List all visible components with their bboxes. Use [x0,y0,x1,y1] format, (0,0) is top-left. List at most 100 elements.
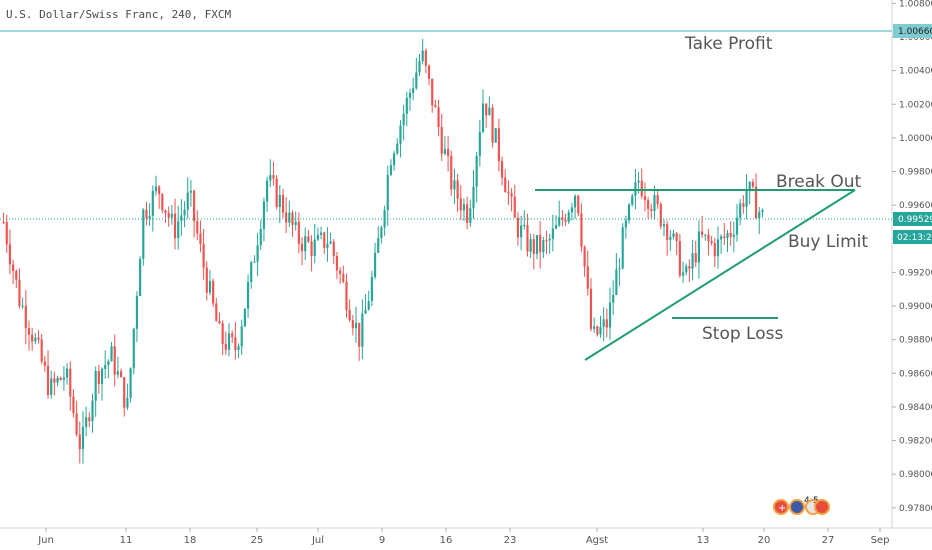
candle-body [310,241,313,256]
candle-body [386,174,389,211]
candle-body [161,194,164,211]
candle-body [323,232,326,249]
candle-body [259,228,262,246]
candle-body [18,279,21,306]
candle-body [529,239,532,252]
candle-body [424,50,427,66]
candle-body [456,180,459,199]
candle-body [481,103,485,132]
candle-body [135,296,139,329]
candle-body [78,434,81,450]
candle-body [685,266,688,273]
candle-body [485,103,488,116]
candle-body [224,343,227,350]
candle-body [726,232,729,238]
candle-body [40,339,43,362]
x-tick-label: 13 [697,535,710,546]
candle-body [218,321,221,324]
candle-body [291,212,294,225]
candle-body [656,195,659,204]
candle-body [180,215,183,222]
candle-body [256,245,259,262]
candle-body [405,97,408,114]
candle-body [669,236,672,240]
candle-body [288,212,291,223]
candle-body [612,295,615,303]
candle-body [342,273,345,282]
candle-body [751,181,754,187]
candle-body [373,252,377,277]
candle-body [621,227,624,269]
candle-body [488,107,491,116]
candle-body [523,225,526,227]
trendline-support[interactable] [584,189,856,361]
candle-body [66,368,69,378]
candle-body [37,337,40,340]
candle-body [100,368,104,385]
candle-body [516,217,520,238]
candle-body [351,320,354,329]
candle-body [469,208,472,223]
y-tick-label: 0.97800 [899,504,932,514]
candle-body [412,88,415,93]
buy-limit-label: Buy Limit [788,232,868,252]
candle-body [227,333,231,350]
candle-body [545,240,548,242]
candle-body [139,258,142,297]
candle-body [748,181,751,191]
candle-body [208,281,212,293]
candle-body [580,213,583,247]
candle-body [320,232,323,235]
candle-body [593,326,596,329]
candle-body [81,426,85,450]
candle-body [491,107,494,143]
candle-body [421,50,424,62]
candle-body [113,346,116,375]
candle-body [605,319,608,328]
stop-loss-label: Stop Loss [702,324,783,344]
swiss-flag-icon[interactable] [773,499,789,515]
candle-body [720,236,723,240]
candle-body [650,208,653,211]
candle-body [243,308,246,327]
candle-body [675,233,678,242]
candle-body [418,61,421,73]
event-flags[interactable]: + 4 5 [773,496,830,515]
candle-body [443,149,446,154]
candle-body [589,288,593,329]
candle-body [434,105,437,108]
take-profit-label: Take Profit [684,34,773,54]
candle-body [199,233,202,244]
candle-body [43,361,46,366]
candle-body [586,266,589,289]
swiss-flag-icon-2[interactable] [814,499,830,515]
candle-body [142,209,145,259]
candle-body [348,309,351,321]
x-tick-label: Sep [871,535,890,546]
candle-body [415,72,418,89]
candle-body [380,227,383,239]
break-out-label: Break Out [776,172,862,192]
candle-body [59,377,62,380]
candle-body [462,204,466,211]
candle-body [510,193,513,197]
x-tick-label: 11 [120,535,133,546]
candle-body [94,371,97,401]
candle-body [56,377,59,383]
candle-body [742,203,745,207]
countdown-text: 02:13:20 [897,233,932,243]
candle-body [2,221,5,223]
candle-body [472,186,475,209]
x-tick-label: Jun [37,535,54,546]
candle-body [370,276,373,302]
candle-body [729,232,732,237]
candle-body [285,212,288,223]
us-flag-icon[interactable] [789,499,805,515]
candle-body [662,224,666,227]
candle-body [91,400,94,422]
